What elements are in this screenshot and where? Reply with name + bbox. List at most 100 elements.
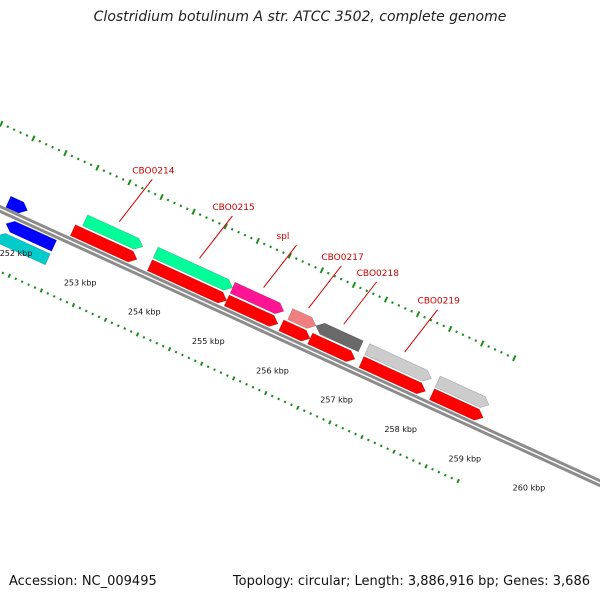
outer-ruler-tick: [506, 353, 510, 357]
outer-ruler-tick: [487, 345, 490, 348]
gene-label: CBO0217: [321, 253, 363, 263]
inner-ruler-tick: [283, 400, 287, 404]
outer-ruler-tick: [447, 325, 453, 333]
outer-ruler-tick: [89, 163, 93, 167]
outer-ruler-tick: [391, 301, 394, 304]
outer-ruler-tick: [326, 271, 330, 275]
feature-layer: [0, 195, 490, 421]
inner-ruler-tick: [373, 441, 377, 445]
outer-ruler-tick: [423, 315, 426, 319]
inner-ruler-tick: [231, 376, 236, 381]
inner-ruler-tick: [167, 346, 172, 352]
inner-ruler-tick: [456, 478, 460, 484]
inner-ruler-tick: [103, 317, 108, 323]
outer-ruler-tick: [44, 142, 48, 146]
gene-feature-cbo0219: [364, 343, 432, 382]
gene-feature-10: [69, 224, 138, 263]
inner-ruler-tick: [258, 388, 261, 392]
outer-ruler-tick: [173, 201, 176, 205]
inner-ruler-tick: [322, 418, 325, 421]
gene-feature-cbo0215: [152, 246, 233, 291]
inner-ruler-tick: [367, 438, 370, 442]
outer-ruler-tick: [250, 236, 253, 240]
inner-ruler-tick: [7, 273, 12, 279]
inner-ruler-tick: [270, 394, 274, 398]
gene-label-leader: [118, 178, 153, 222]
inner-ruler-tick: [392, 449, 396, 454]
inner-ruler-tick: [91, 312, 95, 316]
outer-ruler-tick: [19, 131, 22, 134]
inner-ruler-tick: [142, 335, 146, 339]
gene-feature-8: [5, 220, 57, 252]
inner-ruler-tick: [379, 444, 383, 448]
inner-ruler-tick: [347, 429, 351, 433]
inner-ruler-tick: [411, 459, 415, 462]
inner-ruler-tick: [116, 324, 120, 328]
gene-feature-9: [0, 233, 51, 266]
outer-ruler-tick: [314, 265, 317, 269]
outer-ruler-tick: [287, 252, 293, 259]
inner-ruler-tick: [174, 350, 178, 354]
outer-ruler-tick: [397, 304, 401, 307]
inner-ruler-tick: [27, 283, 30, 287]
outer-ruler-tick: [429, 318, 433, 322]
kbp-label-layer: 252 kbp 253 kbp 254 kbp 255 kbp 256 kbp 257 k…: [0, 249, 545, 492]
outer-ruler-tick: [269, 245, 272, 249]
outer-ruler-tick: [83, 160, 87, 164]
outer-ruler-tick: [115, 175, 119, 178]
gene-feature-12: [223, 294, 279, 327]
outer-ruler-tick: [217, 221, 221, 225]
gene-label-leader: [263, 244, 297, 288]
outer-ruler-tick: [25, 134, 29, 137]
outer-ruler-tick: [121, 178, 125, 181]
inner-ruler-tick: [437, 470, 441, 474]
gene-feature-0: [5, 195, 28, 214]
outer-ruler-tick: [102, 169, 106, 173]
inner-ruler-tick: [14, 277, 18, 281]
inner-ruler-tick: [135, 332, 140, 337]
inner-ruler-tick: [181, 353, 184, 357]
outer-ruler-tick: [127, 179, 132, 186]
kbp-tick-label: 260 kbp: [513, 484, 546, 493]
kbp-tick-label: 252 kbp: [0, 249, 32, 258]
inner-ruler-tick: [78, 306, 82, 310]
gene-feature-14: [307, 332, 356, 362]
outer-ruler-tick: [38, 139, 42, 143]
outer-ruler-tick: [237, 230, 240, 234]
backbone-layer: [0, 204, 600, 488]
outer-ruler-tick: [191, 208, 196, 215]
gene-feature-spl: [229, 281, 285, 315]
gene-feature-cbo0217: [287, 308, 317, 329]
inner-ruler-tick: [39, 288, 44, 293]
gene-label-layer: CBO0214 CBO0215 spl CBO0217 CBO0218 CBO0219: [118, 166, 460, 353]
inner-ruler-tick: [59, 297, 62, 301]
inner-ruler-tick: [219, 371, 223, 374]
outer-ruler-tick: [301, 260, 305, 263]
inner-ruler-tick: [277, 397, 280, 401]
inner-ruler-tick: [399, 453, 402, 457]
inner-ruler-tick: [97, 315, 101, 319]
outer-ruler-tick: [262, 242, 266, 246]
gene-label: CBO0214: [132, 166, 175, 176]
inner-ruler-tick: [149, 338, 152, 342]
gene-label: CBO0215: [212, 203, 254, 213]
inner-ruler-tick: [296, 405, 300, 410]
gene-feature-15: [358, 356, 426, 395]
outer-ruler-tick: [359, 286, 362, 290]
outer-ruler-tick: [205, 216, 208, 219]
gene-label: spl: [276, 232, 289, 242]
kbp-tick-label: 254 kbp: [128, 308, 161, 317]
inner-ruler-tick: [405, 456, 409, 459]
outer-ruler-tick: [70, 154, 74, 158]
outer-ruler-tick: [410, 309, 414, 313]
inner-ruler-tick: [213, 368, 216, 372]
backbone-line-inner: [0, 209, 600, 488]
outer-ruler-tick: [57, 148, 61, 152]
inner-ruler-tick: [450, 476, 454, 480]
outer-ruler-tick: [230, 227, 234, 231]
outer-ruler-tick: [435, 321, 439, 325]
kbp-tick-label: 258 kbp: [384, 425, 417, 434]
inner-ruler-tick: [123, 327, 127, 331]
inner-ruler-tick: [46, 292, 50, 295]
outer-ruler-tick: [185, 207, 189, 211]
